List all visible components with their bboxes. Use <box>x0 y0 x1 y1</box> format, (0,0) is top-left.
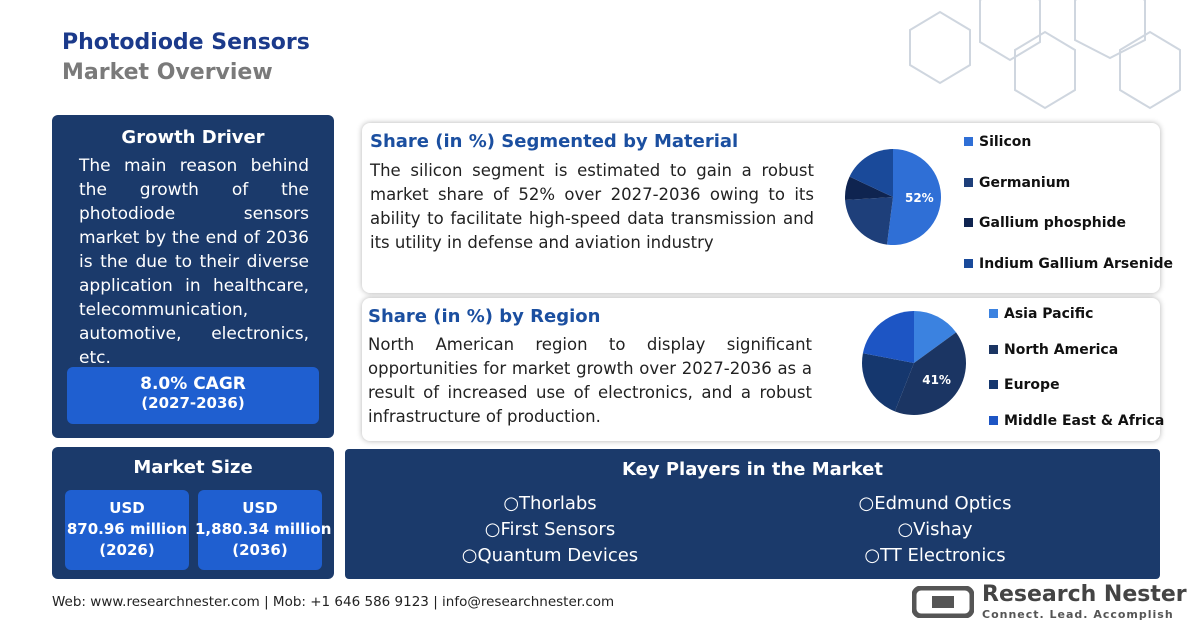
year: (2036) <box>232 541 288 559</box>
logo-tagline: Connect. Lead. Accomplish <box>982 608 1174 621</box>
legend-entry: North America <box>989 342 1118 358</box>
region-card: Share (in %) by Region North American re… <box>362 298 1160 441</box>
region-text: North American region to display signifi… <box>368 335 812 426</box>
legend-label: North America <box>1004 341 1119 358</box>
player: Vishay <box>785 519 1085 540</box>
legend-swatch <box>989 309 998 318</box>
legend-entry: Silicon <box>964 134 1031 150</box>
title: Photodiode Sensors <box>62 30 310 55</box>
legend-entry: Germanium <box>964 175 1070 191</box>
player: Thorlabs <box>400 493 700 514</box>
material-text: The silicon segment is estimated to gain… <box>370 161 814 252</box>
footer-email: | info@researchnester.com <box>433 594 615 610</box>
footer-web: Web: www.researchnester.com <box>52 594 260 610</box>
legend-entry: Asia Pacific <box>989 306 1093 322</box>
legend-entry: Middle East & Africa <box>989 413 1164 429</box>
subtitle: Market Overview <box>62 60 273 85</box>
material-heading: Share (in %) Segmented by Material <box>370 131 739 152</box>
player: TT Electronics <box>785 545 1085 566</box>
market-size-panel: Market Size USD 870.96 million (2026) US… <box>52 447 334 579</box>
legend-swatch <box>964 177 973 187</box>
legend-swatch <box>989 380 998 389</box>
legend-swatch <box>964 218 973 227</box>
legend-swatch <box>989 415 998 425</box>
cagr-period: (2027-2036) <box>141 394 245 412</box>
legend-swatch <box>964 258 973 268</box>
key-players-title: Key Players in the Market <box>622 459 883 480</box>
legend-entry: Gallium phosphide <box>964 215 1126 231</box>
legend-label: Indium Gallium Arsenide <box>979 255 1174 272</box>
cagr: 8.0% CAGR <box>140 374 246 394</box>
logo-name: Research Nester <box>982 582 1187 607</box>
player: First Sensors <box>400 519 700 540</box>
cagr-box: 8.0% CAGR (2027-2036) <box>67 367 319 424</box>
legend-label: Middle East & Africa <box>1004 412 1165 429</box>
currency: USD <box>109 499 145 517</box>
legend-label: Asia Pacific <box>1004 306 1094 322</box>
growth-panel: Growth Driver The main reason behind the… <box>52 115 334 438</box>
hex-decoration <box>909 0 1181 110</box>
growth-text: The main reason behind the growth of the… <box>79 156 309 368</box>
growth-title: Growth Driver <box>121 127 265 148</box>
player: Quantum Devices <box>400 545 700 566</box>
legend-entry: Indium Gallium Arsenide <box>964 256 1173 272</box>
year: (2026) <box>99 541 155 559</box>
legend-label: Europe <box>1004 377 1060 393</box>
size-box: USD 870.96 million (2026) <box>65 490 189 570</box>
market-size-title: Market Size <box>133 457 253 478</box>
region-heading: Share (in %) by Region <box>368 306 601 327</box>
currency: USD <box>242 499 278 517</box>
amount: 870.96 million <box>66 520 188 538</box>
legend-swatch <box>989 344 998 354</box>
legend-label: Silicon <box>979 134 1032 150</box>
material-card: Share (in %) Segmented by Material The s… <box>362 123 1160 293</box>
legend-entry: Europe <box>989 377 1060 393</box>
legend-label: Gallium phosphide <box>979 215 1127 231</box>
footer-mob: | Mob: +1 646 586 9123 <box>264 594 429 610</box>
amount: 1,880.34 million <box>195 520 332 538</box>
footer: Web: www.researchnester.com | Mob: +1 64… <box>52 594 614 610</box>
logo-icon <box>912 586 974 618</box>
player: Edmund Optics <box>785 493 1085 514</box>
legend-label: Germanium <box>979 174 1071 191</box>
legend-swatch <box>964 137 973 146</box>
key-players-panel: Key Players in the Market Thorlabs Edmun… <box>345 449 1160 579</box>
size-box: USD 1,880.34 million (2036) <box>195 490 332 570</box>
